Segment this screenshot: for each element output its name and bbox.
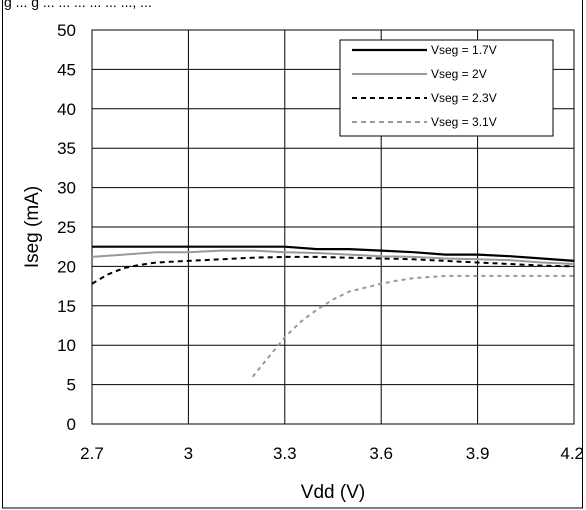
x-tick-label: 2.7	[80, 444, 104, 463]
x-tick-label: 4.2	[560, 444, 584, 463]
y-tick-label: 35	[57, 139, 76, 158]
x-tick-label: 3.9	[466, 444, 490, 463]
x-tick-label: 3	[184, 444, 193, 463]
series-line	[91, 249, 575, 265]
y-tick-label: 10	[57, 336, 76, 355]
y-tick-label: 50	[57, 21, 76, 40]
legend-label: Vseg = 1.7V	[431, 43, 497, 57]
legend-label: Vseg = 2.3V	[431, 91, 497, 105]
legend-label: Vseg = 3.1V	[431, 115, 497, 129]
series-line	[92, 245, 575, 262]
y-tick-label: 40	[57, 100, 76, 119]
chart-title-partial: g ... g ... ... ... ... ... ..., ...	[4, 0, 152, 10]
y-tick-label: 0	[67, 415, 76, 434]
legend-box	[339, 39, 554, 137]
plot-area-border	[91, 29, 575, 425]
y-tick-label: 25	[57, 218, 76, 237]
x-tick-label: 3.6	[369, 444, 393, 463]
series-line	[251, 274, 574, 378]
y-tick-label: 5	[67, 376, 76, 395]
axis-ticks: 0 5 10 15 20 25 30 35 40 45 50 2.7 3 3.3 3.6 3.9 4.2	[57, 21, 584, 463]
y-tick-label: 45	[57, 60, 76, 79]
x-axis-title: Vdd (V)	[301, 482, 365, 503]
x-tick-label: 3.3	[273, 444, 297, 463]
y-tick-label: 20	[57, 257, 76, 276]
series-line	[91, 255, 575, 285]
y-axis-title: Iseg (mA)	[22, 186, 43, 268]
series-lines	[91, 245, 575, 378]
legend-label: Vseg = 2V	[431, 67, 487, 81]
y-tick-label: 30	[57, 179, 76, 198]
y-tick-label: 15	[57, 297, 76, 316]
legend: Vseg = 1.7V Vseg = 2V Vseg = 2.3V Vseg = 3.…	[339, 39, 554, 137]
